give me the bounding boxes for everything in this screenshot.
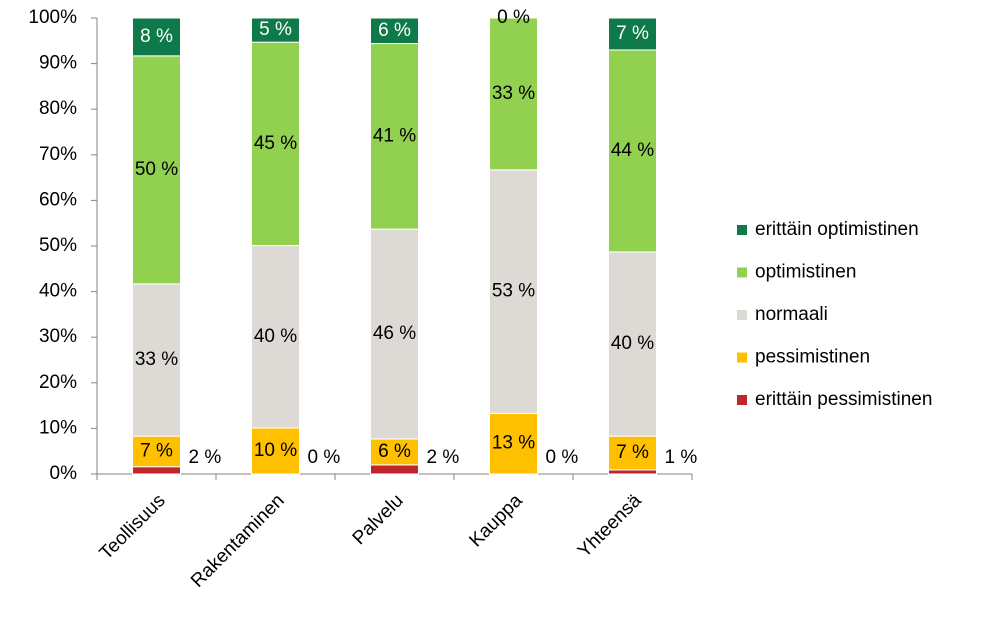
data-label: 40 %: [611, 333, 654, 354]
bar-segment: [608, 49, 657, 253]
data-label: 7 %: [616, 442, 649, 463]
y-tick-label: 80%: [39, 98, 77, 119]
x-tick-label: Rakentaminen: [187, 490, 288, 591]
data-label: 0 %: [308, 447, 341, 468]
y-tick-label: 40%: [39, 281, 77, 302]
data-label: 2 %: [189, 447, 222, 468]
bar-segment: [608, 17, 657, 51]
data-label: 6 %: [378, 20, 411, 41]
bar-segment: [489, 169, 538, 414]
legend-swatch: [737, 225, 747, 235]
legend-swatch: [737, 267, 747, 278]
legend-swatch: [737, 352, 747, 363]
data-label: 8 %: [140, 26, 173, 47]
bar-segment: [132, 55, 181, 285]
x-tick-label: Yhteensä: [574, 490, 646, 562]
legend-label: pessimistinen: [755, 347, 870, 368]
y-tick-label: 20%: [39, 372, 77, 393]
data-label: 6 %: [378, 441, 411, 462]
y-tick-label: 70%: [39, 144, 77, 165]
bar-segment: [608, 469, 657, 475]
y-tick-label: 100%: [28, 7, 77, 28]
legend-swatch: [737, 310, 747, 320]
bar-segment: [370, 464, 419, 475]
x-tick-label: Palvelu: [349, 490, 408, 549]
bar-segment: [251, 41, 300, 247]
bar-segment: [132, 17, 181, 57]
data-label: 33 %: [135, 349, 178, 370]
legend-label: optimistinen: [755, 262, 856, 283]
data-label: 50 %: [135, 159, 178, 180]
bar-segment: [132, 283, 181, 437]
data-label: 10 %: [254, 440, 297, 461]
legend-swatch: [737, 395, 747, 405]
y-tick-label: 60%: [39, 189, 77, 210]
data-label: 41 %: [373, 125, 416, 146]
bar-segment: [370, 17, 419, 45]
data-label: 1 %: [665, 447, 698, 468]
legend-label: erittäin pessimistinen: [755, 389, 932, 410]
data-label: 44 %: [611, 140, 654, 161]
bar-segment: [370, 228, 419, 440]
data-label: 5 %: [259, 19, 292, 40]
y-tick-label: 50%: [39, 235, 77, 256]
data-label: 0 %: [546, 447, 579, 468]
data-label: 13 %: [492, 433, 535, 454]
bar-segment: [370, 43, 419, 230]
bar-segment: [132, 466, 181, 475]
data-label: 46 %: [373, 323, 416, 344]
legend-label: erittäin optimistinen: [755, 219, 919, 240]
data-label: 40 %: [254, 326, 297, 347]
y-tick-label: 90%: [39, 53, 77, 74]
data-label: 45 %: [254, 133, 297, 154]
bar-segment: [251, 17, 300, 43]
bar-segment: [251, 427, 300, 475]
data-label: 53 %: [492, 281, 535, 302]
bar-segment: [608, 251, 657, 437]
legend-label: normaali: [755, 304, 828, 325]
data-label: 7 %: [616, 23, 649, 44]
data-label: 33 %: [492, 83, 535, 104]
data-label: 2 %: [427, 447, 460, 468]
bar-segment: [489, 412, 538, 475]
x-tick-label: Kauppa: [465, 490, 526, 551]
y-tick-label: 0%: [50, 463, 78, 484]
y-tick-label: 10%: [39, 417, 77, 438]
bar-segment: [489, 17, 538, 171]
data-label: 0 %: [497, 7, 530, 28]
bar-segment: [251, 245, 300, 429]
data-label: 7 %: [140, 440, 173, 461]
x-tick-label: Teollisuus: [96, 490, 170, 564]
y-tick-label: 30%: [39, 326, 77, 347]
bar-segment: [608, 435, 657, 471]
